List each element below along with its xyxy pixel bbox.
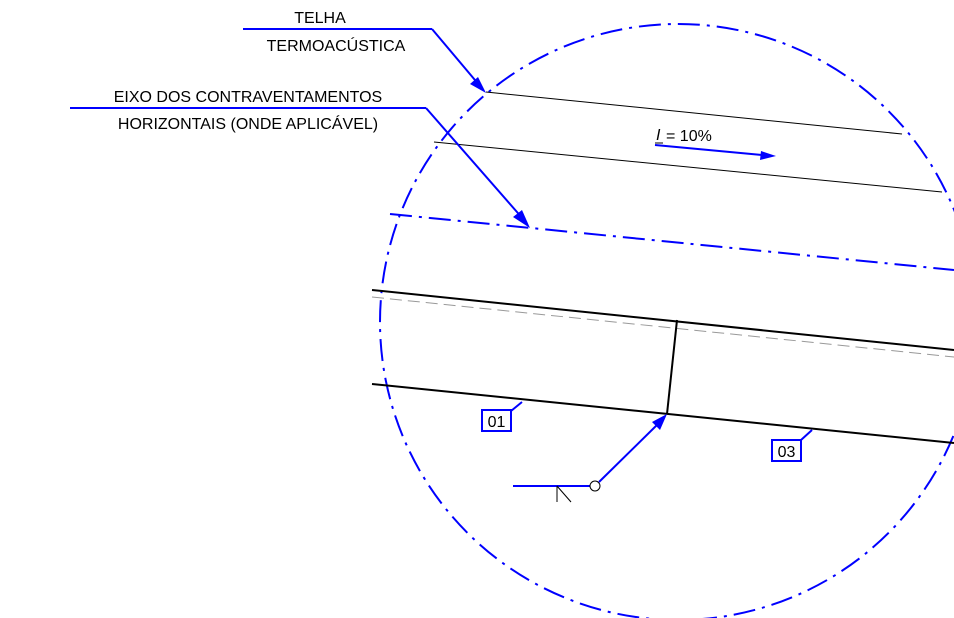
beam-hidden-line xyxy=(371,296,954,358)
bracing-axis-line xyxy=(389,213,954,271)
beam-joint-line xyxy=(666,319,678,415)
weld-arrow-head xyxy=(652,414,667,430)
bracing-label-line1: EIXO DOS CONTRAVENTAMENTOS xyxy=(114,89,382,106)
roof-tile-top-line xyxy=(485,91,903,135)
bracing-label-line2: HORIZONTAIS (ONDE APLICÁVEL) xyxy=(118,114,378,133)
slope-arrow-line xyxy=(654,144,763,156)
tag-01-leader xyxy=(510,401,523,412)
slope-arrow-head xyxy=(760,151,776,160)
weld-arrow-line xyxy=(598,421,661,483)
tag-03-leader xyxy=(800,429,813,441)
beam-bottom-line xyxy=(371,383,954,444)
beam-top-line xyxy=(371,289,954,351)
weld-fillet-diagonal xyxy=(556,485,572,503)
tag-01-box xyxy=(481,409,512,432)
bracing-leader xyxy=(425,107,525,221)
slope-value: = 10% xyxy=(666,128,712,145)
slope-symbol: I xyxy=(656,127,661,144)
roof-tile-leader-arrow xyxy=(470,77,486,93)
roof-tile-leader xyxy=(431,28,481,87)
tag-03-label: 03 xyxy=(778,444,796,461)
roof-tile-bottom-line xyxy=(433,141,943,193)
roof-tile-label-line2: TERMOACÚSTICA xyxy=(267,36,406,55)
bracing-leader-arrow xyxy=(513,210,530,228)
tag-01-label: 01 xyxy=(488,414,506,431)
tag-03-box xyxy=(771,439,802,462)
weld-all-around-circle xyxy=(589,480,601,492)
roof-tile-label-line1: TELHA xyxy=(294,10,346,27)
